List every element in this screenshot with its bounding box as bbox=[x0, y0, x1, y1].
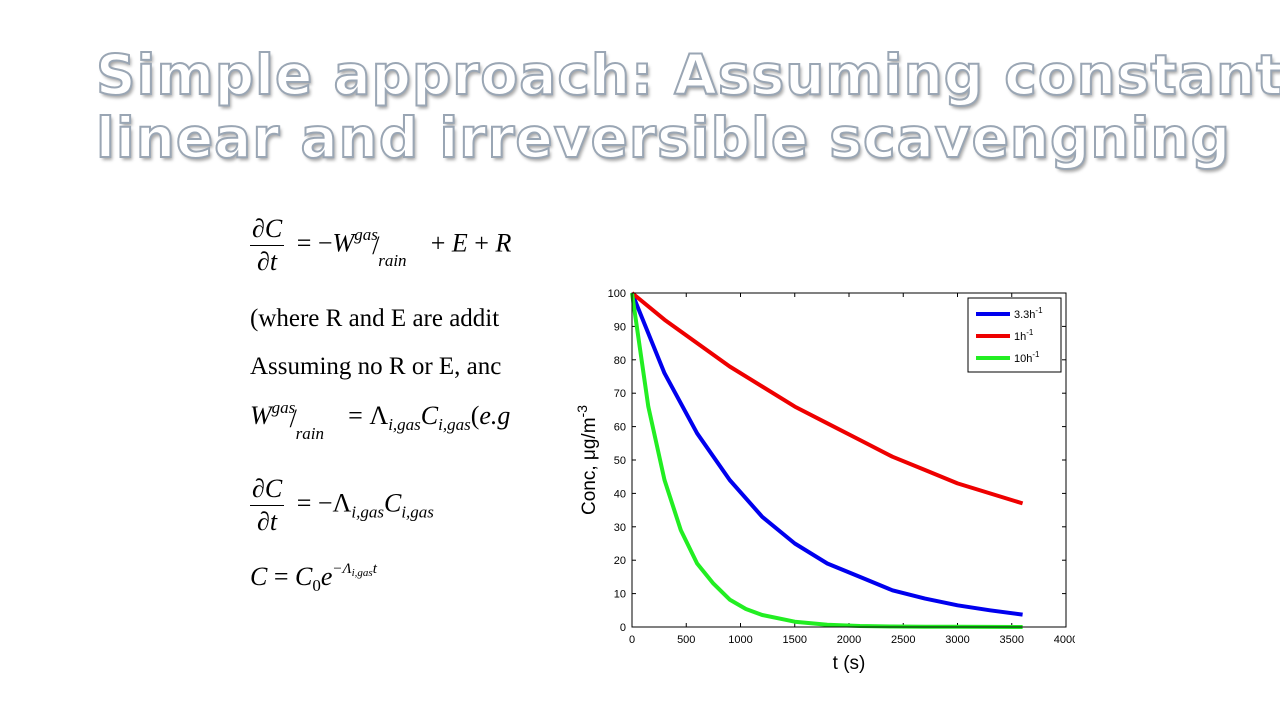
x-tick-label: 3000 bbox=[945, 634, 969, 646]
x-axis-label: t (s) bbox=[833, 653, 866, 674]
y-tick-label: 30 bbox=[614, 522, 626, 534]
equations-panel: ∂C ∂t = −W gas / rain + E + R (where R and E… bbox=[250, 205, 562, 615]
y-tick-label: 90 bbox=[614, 321, 626, 333]
equation-derivative: ∂C ∂t = −Λi,gasCi,gas bbox=[250, 474, 434, 536]
y-tick-label: 100 bbox=[608, 288, 626, 300]
title-line-2: linear and irreversible scavengning bbox=[95, 106, 1231, 171]
series-line-1h bbox=[630, 291, 1024, 506]
title-line-1: Simple approach: Assuming constant, bbox=[95, 43, 1280, 108]
y-tick-label: 80 bbox=[614, 355, 626, 367]
legend: 3.3h-1 1h-1 10h-1 bbox=[967, 297, 1062, 373]
y-axis-label-text: Conc, μg/m bbox=[579, 417, 600, 515]
slide-title: Simple approach: Assuming constant, line… bbox=[95, 43, 1280, 171]
y-axis-label: Conc, μg/m-3 bbox=[575, 405, 600, 515]
y-tick-label: 50 bbox=[614, 455, 626, 467]
x-tick-label: 1000 bbox=[728, 634, 752, 646]
x-tick-label: 1500 bbox=[783, 634, 807, 646]
equation-solution: C = C0e−Λi,gast bbox=[250, 561, 377, 595]
legend-entry: 3.3h-1 bbox=[1014, 306, 1043, 321]
y-tick-label: 20 bbox=[614, 555, 626, 567]
y-tick-label: 10 bbox=[614, 589, 626, 601]
y-tick-label: 0 bbox=[620, 622, 626, 634]
y-tick-label: 70 bbox=[614, 388, 626, 400]
y-tick-label: 60 bbox=[614, 422, 626, 434]
series-line-33h bbox=[630, 292, 1023, 617]
legend-entry: 10h-1 bbox=[1014, 350, 1040, 365]
x-tick-label: 2000 bbox=[837, 634, 861, 646]
y-axis-label-sup: -3 bbox=[575, 405, 590, 418]
legend-entry: 1h-1 bbox=[1014, 328, 1034, 343]
text-line-1: (where R and E are addit bbox=[250, 305, 500, 332]
x-tick-label: 3500 bbox=[1000, 634, 1024, 646]
x-tick-label: 0 bbox=[629, 634, 635, 646]
y-tick-label: 40 bbox=[614, 488, 626, 500]
x-tick-label: 500 bbox=[677, 634, 695, 646]
x-tick-label: 2500 bbox=[891, 634, 915, 646]
equation-rate: ∂C ∂t = −W gas / rain + E + R bbox=[250, 214, 512, 276]
text-line-2: Assuming no R or E, anc bbox=[250, 353, 502, 380]
axes-frame bbox=[631, 292, 1067, 628]
